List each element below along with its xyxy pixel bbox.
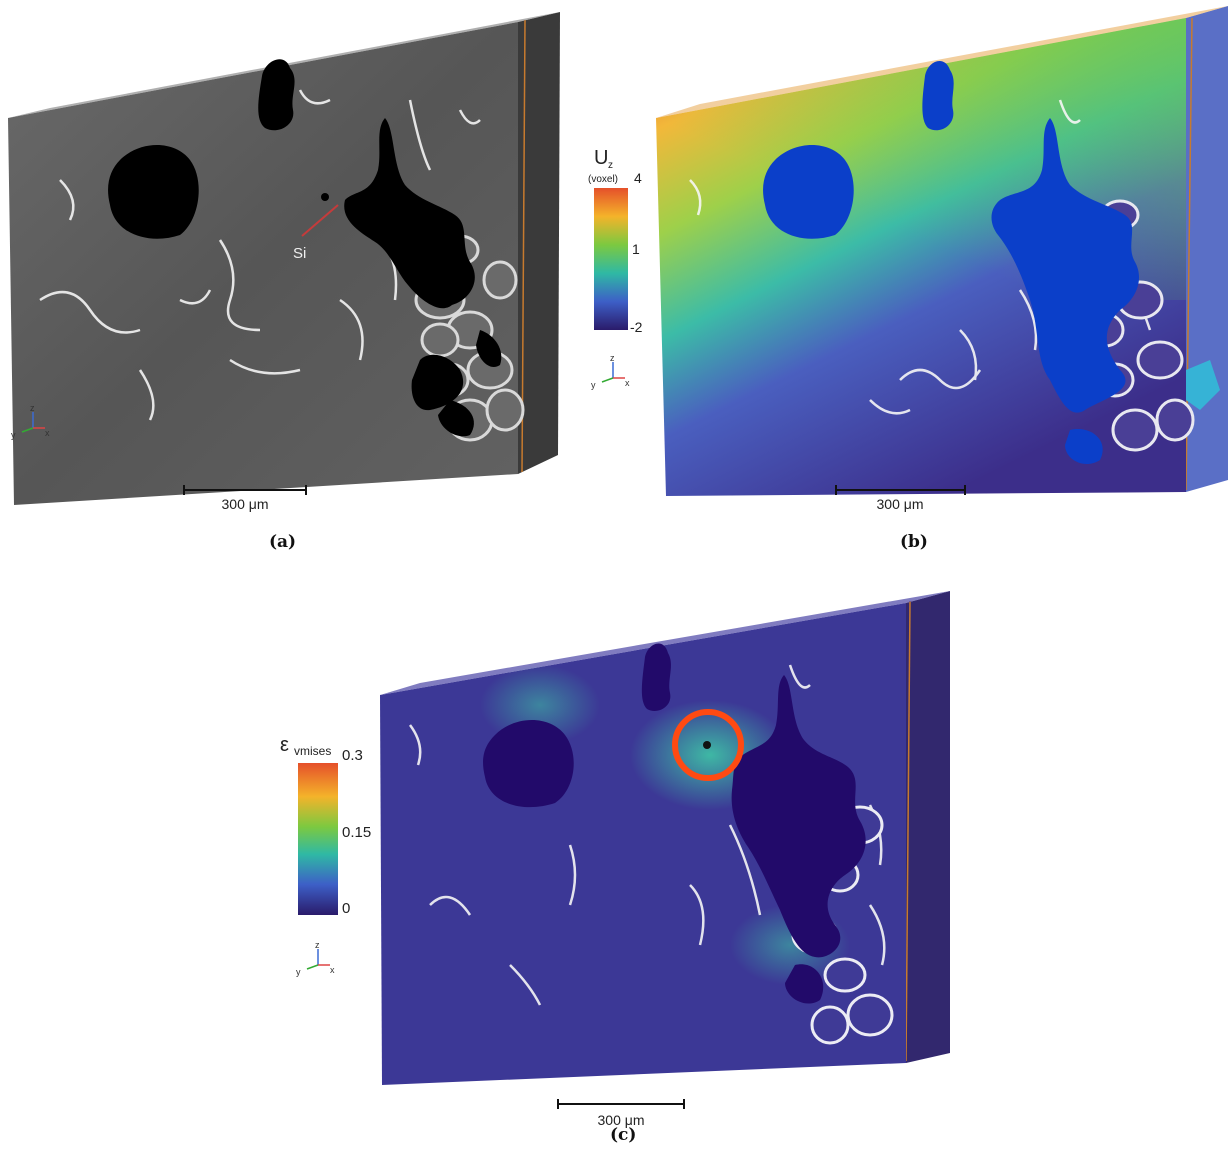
colorbar-title-c: ε xyxy=(280,734,289,756)
pore-cluster xyxy=(991,118,1140,413)
si-pointer xyxy=(301,204,339,237)
svg-text:y: y xyxy=(591,380,596,390)
axes-triad-a: z y x xyxy=(11,403,50,440)
caption-c: (c) xyxy=(610,1125,637,1145)
panel-c: ε vmises 0.3 0.15 0 z y x xyxy=(270,585,970,1149)
panel-a: Si z y x 300 μm (a) xyxy=(0,0,570,560)
pore-cluster xyxy=(344,118,475,309)
svg-text:4: 4 xyxy=(634,170,642,186)
scale-bar-b: 300 μm xyxy=(835,485,966,512)
svg-text:vmises: vmises xyxy=(294,744,331,758)
pore-top xyxy=(641,643,671,712)
svg-text:z: z xyxy=(315,940,320,950)
svg-text:1: 1 xyxy=(632,241,640,257)
panel-c-volume: ε vmises 0.3 0.15 0 z y x xyxy=(280,591,950,1128)
svg-text:x: x xyxy=(45,428,50,438)
si-label: Si xyxy=(293,245,306,262)
axes-triad-c: z y x xyxy=(296,940,335,977)
caption-a: (a) xyxy=(269,532,297,552)
svg-text:x: x xyxy=(625,378,630,388)
svg-text:y: y xyxy=(296,967,301,977)
svg-text:y: y xyxy=(11,430,16,440)
scale-bar-label-b: 300 μm xyxy=(877,496,924,512)
caption-b: (b) xyxy=(900,532,928,552)
svg-text:z: z xyxy=(610,353,615,363)
highlight-circle xyxy=(672,709,744,781)
colorbar-gradient-b xyxy=(594,188,628,330)
svg-text:-2: -2 xyxy=(630,319,643,335)
pore-top xyxy=(922,61,954,131)
svg-text:x: x xyxy=(330,965,335,975)
scale-bar-a: 300 μm xyxy=(183,485,307,512)
pore-large xyxy=(108,145,199,239)
colorbar-unit-b: (voxel) xyxy=(588,174,618,185)
box-side-face xyxy=(518,12,560,474)
colorbar-b: U z (voxel) 4 1 -2 xyxy=(588,147,643,335)
panel-b: U z (voxel) 4 1 -2 z y x xyxy=(580,0,1229,560)
pore-large xyxy=(483,720,574,808)
axes-triad-b: z y x xyxy=(591,353,630,390)
pore-top xyxy=(258,59,295,131)
svg-text:z: z xyxy=(608,160,613,171)
pore-large xyxy=(763,145,854,239)
scale-bar-label-c: 300 μm xyxy=(598,1112,645,1128)
svg-text:0: 0 xyxy=(342,900,350,917)
svg-text:0.15: 0.15 xyxy=(342,824,371,841)
scale-bar-c: 300 μm xyxy=(557,1099,685,1128)
colorbar-gradient-c xyxy=(298,763,338,915)
scale-bar-label-a: 300 μm xyxy=(222,496,269,512)
svg-text:z: z xyxy=(30,403,35,413)
panel-b-volume: U z (voxel) 4 1 -2 z y x xyxy=(588,6,1228,512)
box-edge xyxy=(521,19,526,473)
colorbar-c: ε vmises 0.3 0.15 0 xyxy=(280,734,371,917)
svg-text:0.3: 0.3 xyxy=(342,747,363,764)
box-side-face xyxy=(906,591,950,1063)
panel-a-volume: Si z y x 300 μm xyxy=(8,12,560,512)
colorbar-title-b: U xyxy=(594,147,608,169)
pore-cluster xyxy=(731,675,866,958)
